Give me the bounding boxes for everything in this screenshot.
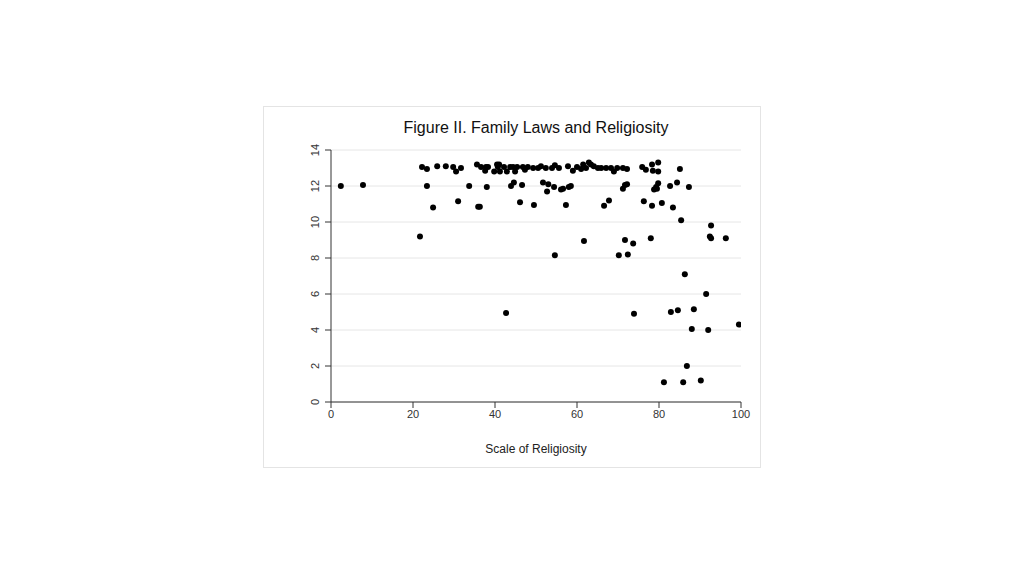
svg-text:0: 0 [328, 408, 334, 420]
svg-text:6: 6 [309, 291, 321, 297]
svg-text:80: 80 [653, 408, 665, 420]
svg-text:12: 12 [309, 180, 321, 192]
svg-text:4: 4 [309, 327, 321, 333]
svg-text:100: 100 [732, 408, 750, 420]
html-text:Figure II. Family Laws and Rel: Figure II. Family Laws and Religiosity [403, 119, 669, 136]
svg-text:20: 20 [407, 408, 419, 420]
svg-text:10: 10 [309, 216, 321, 228]
svg-text:60: 60 [571, 408, 583, 420]
svg-text:14: 14 [309, 144, 321, 156]
svg-text:2: 2 [309, 363, 321, 369]
svg-text:Scale of Religiosity: Scale of Religiosity [485, 442, 586, 456]
svg-text:8: 8 [309, 255, 321, 261]
svg-text:40: 40 [489, 408, 501, 420]
svg-text:0: 0 [309, 399, 321, 405]
